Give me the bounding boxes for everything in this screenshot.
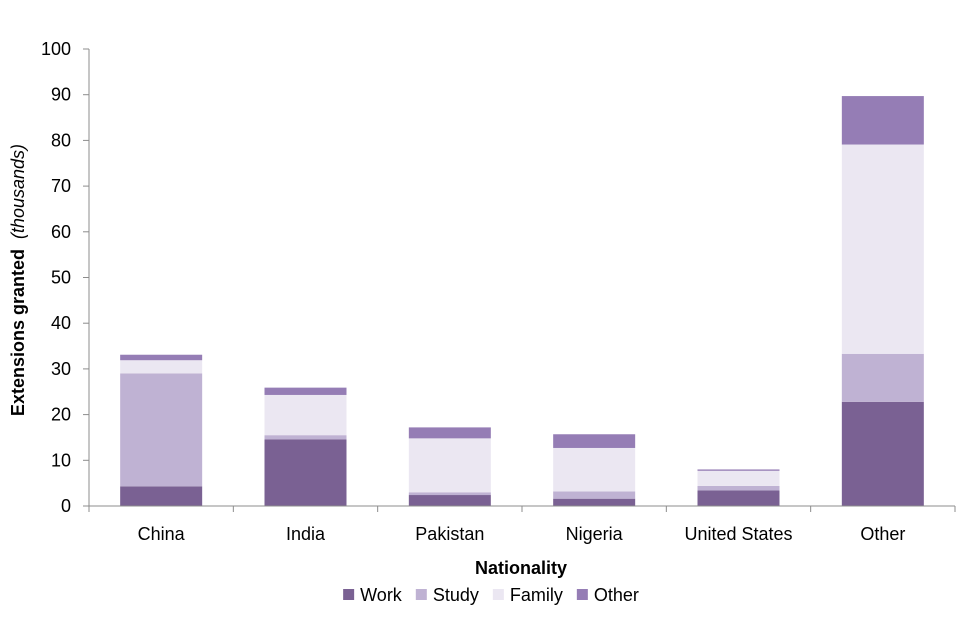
bar-study-india [264,435,347,440]
x-axis-title: Nationality [475,558,567,578]
y-tick-label: 100 [41,39,71,59]
y-axis-ticks: 0 10 20 30 40 50 60 70 80 90 100 [41,39,89,516]
y-tick-label: 60 [51,222,71,242]
legend-label-family: Family [510,585,563,605]
legend-label-work: Work [360,585,403,605]
y-tick-label: 30 [51,359,71,379]
legend: Work Study Family Other [343,585,639,605]
bars [120,96,924,506]
x-axis-ticks: China India Pakistan Nigeria United States Ot… [88,506,956,544]
legend-swatch-other [576,589,588,600]
bar-other-india [264,387,347,395]
y-tick-label: 90 [51,85,71,105]
bar-work-united-states [697,490,780,506]
x-tick-label: Pakistan [415,524,484,544]
y-tick-label: 20 [51,405,71,425]
bar-family-other [841,144,924,354]
bar-other-pakistan [408,427,491,439]
bar-study-united-states [697,485,780,491]
y-axis-title-main: Extensions granted [8,249,28,416]
y-tick-label: 40 [51,313,71,333]
bar-other-other [841,96,924,145]
bar-work-other [841,401,924,506]
y-axis-title-unit: (thousands) [8,144,28,239]
x-tick-label: United States [684,524,792,544]
bar-study-china [120,373,203,487]
bar-family-united-states [697,470,780,486]
y-tick-label: 80 [51,130,71,150]
legend-swatch-work [343,589,355,600]
bar-work-pakistan [408,495,491,506]
bar-work-india [264,439,347,506]
bar-study-other [841,353,924,402]
bar-other-nigeria [553,434,636,448]
bar-work-china [120,486,203,506]
x-tick-label: Other [860,524,905,544]
y-tick-label: 10 [51,450,71,470]
bar-other-united-states [697,469,780,471]
legend-swatch-study [415,589,427,600]
bar-work-nigeria [553,498,636,506]
x-tick-label: Nigeria [566,524,624,544]
bar-study-nigeria [553,491,636,499]
bar-family-nigeria [553,447,636,492]
x-tick-label: China [138,524,186,544]
bar-family-pakistan [408,438,491,493]
y-tick-label: 0 [61,496,71,516]
bar-family-india [264,394,347,436]
bar-family-china [120,360,203,374]
y-tick-label: 50 [51,268,71,288]
legend-label-study: Study [433,585,479,605]
y-tick-label: 70 [51,176,71,196]
bar-other-china [120,354,203,361]
y-axis-title: Extensions granted (thousands) [8,144,28,416]
x-tick-label: India [286,524,326,544]
legend-swatch-family [492,589,504,600]
bar-study-pakistan [408,492,491,496]
legend-label-other: Other [594,585,639,605]
